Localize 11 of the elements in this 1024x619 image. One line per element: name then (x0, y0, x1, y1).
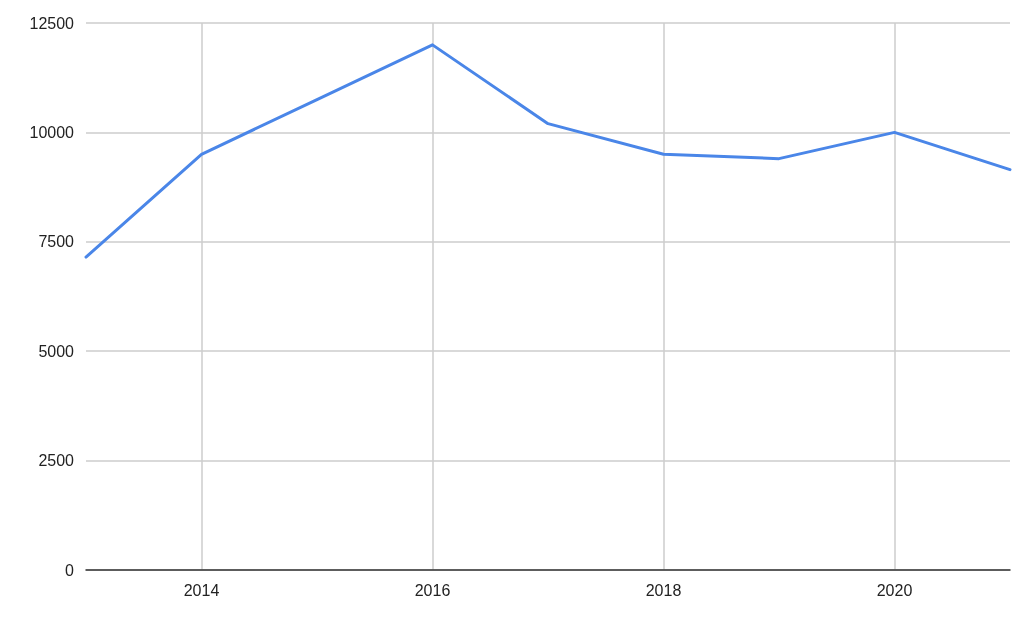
y-tick-label: 10000 (29, 123, 75, 141)
x-tick-label: 2018 (645, 581, 682, 599)
y-tick-label: 12500 (29, 14, 75, 32)
x-tick-label: 2014 (183, 581, 220, 599)
x-tick-label: 2016 (414, 581, 451, 599)
y-tick-label: 7500 (38, 233, 75, 251)
y-tick-label: 5000 (38, 342, 75, 360)
line-series (84, 43, 1012, 259)
y-tick-label: 0 (65, 561, 75, 579)
y-tick-label: 2500 (38, 452, 75, 470)
x-tick-label: 2020 (876, 581, 913, 599)
